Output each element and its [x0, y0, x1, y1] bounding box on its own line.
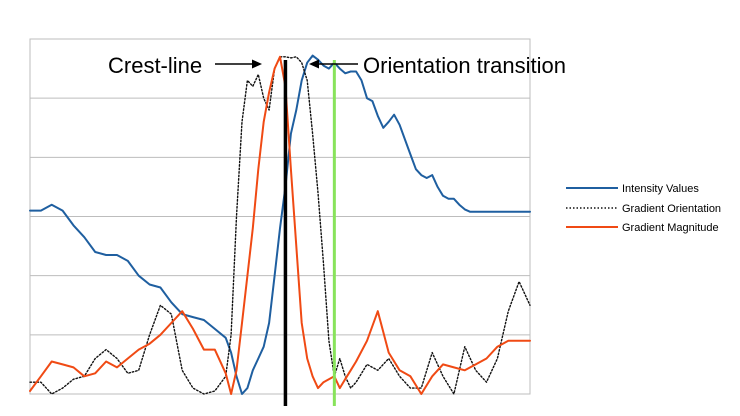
gradient-orientation-line — [29, 56, 531, 395]
crest-line-arrowhead — [252, 59, 262, 69]
legend-label-intensity: Intensity Values — [622, 183, 699, 195]
intensity-values-line — [29, 54, 531, 395]
orientation-transition-label: Orientation transition — [363, 53, 566, 78]
orientation-transition-arrowhead — [309, 59, 319, 69]
marker-layer — [283, 60, 336, 406]
legend: Intensity Values Gradient Orientation Gr… — [566, 183, 721, 234]
annotation-orientation-transition: Orientation transition — [309, 53, 566, 78]
legend-entry-magnitude: Gradient Magnitude — [566, 222, 719, 234]
legend-entry-orientation: Gradient Orientation — [566, 203, 721, 215]
legend-label-orientation: Gradient Orientation — [622, 203, 721, 215]
annotation-crest-line: Crest-line — [108, 53, 262, 78]
gridlines — [30, 97, 530, 336]
series-layer — [29, 54, 531, 395]
crest-line-label: Crest-line — [108, 53, 202, 78]
legend-label-magnitude: Gradient Magnitude — [622, 222, 719, 234]
legend-entry-intensity: Intensity Values — [566, 183, 699, 195]
